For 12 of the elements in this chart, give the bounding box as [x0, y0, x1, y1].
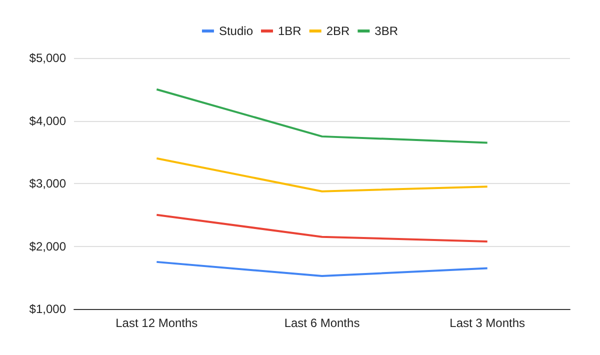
y-tick-label: $3,000 [29, 176, 66, 190]
x-tick-label: Last 12 Months [116, 316, 198, 330]
legend-label: Studio [218, 24, 254, 38]
x-tick-label: Last 6 Months [284, 316, 360, 330]
legend-label: 3BR [374, 24, 398, 38]
y-tick-label: $4,000 [29, 114, 66, 128]
legend-label: 2BR [326, 24, 350, 38]
legend-label: 1BR [278, 24, 302, 38]
y-tick-label: $1,000 [29, 302, 66, 316]
y-tick-label: $5,000 [29, 51, 66, 65]
x-tick-label: Last 3 Months [450, 316, 526, 330]
y-tick-label: $2,000 [29, 239, 66, 254]
